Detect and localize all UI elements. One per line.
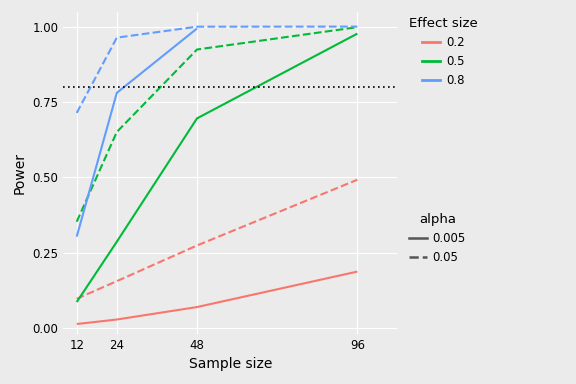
Y-axis label: Power: Power [13,152,27,194]
Legend: 0.005, 0.05: 0.005, 0.05 [409,213,466,264]
Legend: 0.2, 0.5, 0.8: 0.2, 0.5, 0.8 [409,17,478,87]
X-axis label: Sample size: Sample size [189,358,272,371]
